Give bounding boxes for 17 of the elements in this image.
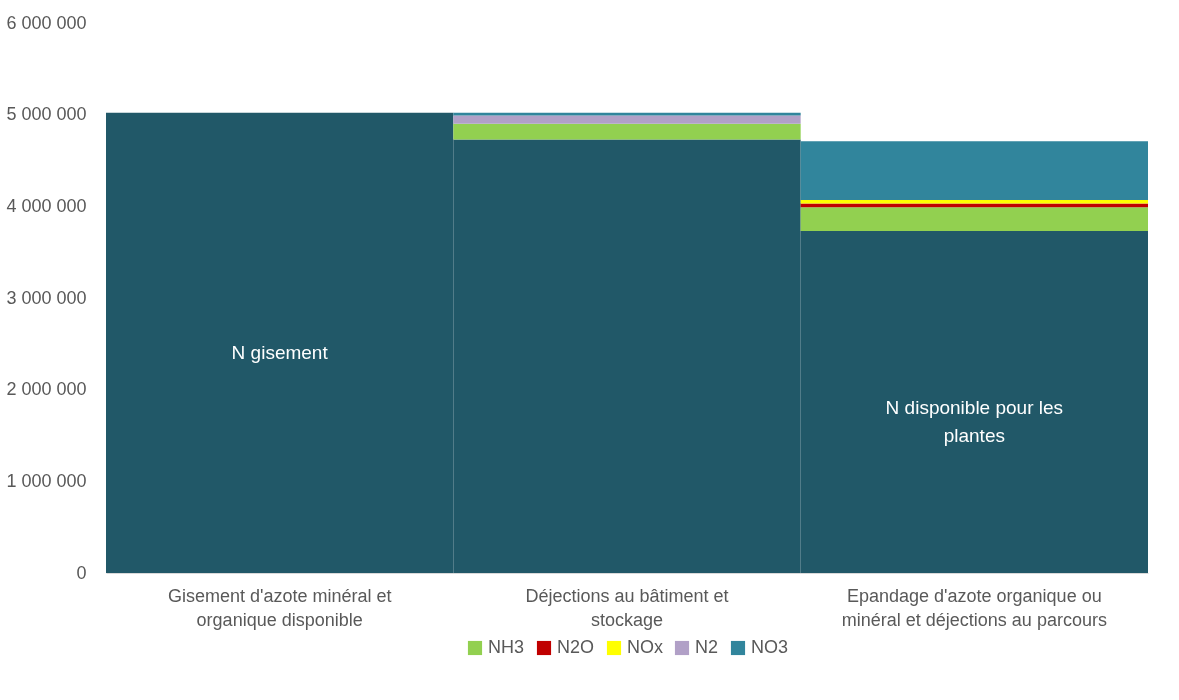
legend-label: NO3: [751, 637, 789, 657]
x-tick-label: Epandage d'azote organique ou minéral et déjections au parcours: [841, 585, 1107, 630]
annotation: N disponible pour les plantes: [885, 397, 1064, 446]
y-tick-label: 4 000 000: [6, 195, 87, 216]
legend-label: N2: [695, 637, 719, 657]
y-tick-label: 1 000 000: [6, 470, 87, 491]
y-tick-label: 6 000 000: [6, 12, 87, 33]
y-tick-label: 2 000 000: [6, 379, 87, 400]
y-tick-label: 5 000 000: [6, 104, 87, 125]
x-tick-label: Déjections au bâtiment et stockage: [525, 585, 729, 630]
y-tick-label: 0: [76, 562, 87, 583]
annotation: N gisement: [231, 342, 329, 363]
x-tick-label: Gisement d'azote minéral et organique disponible: [167, 585, 392, 630]
legend-label: NH3: [488, 637, 525, 657]
legend-label: NOx: [627, 637, 663, 657]
y-tick-label: 3 000 000: [6, 287, 87, 308]
legend-label: N2O: [557, 637, 595, 657]
